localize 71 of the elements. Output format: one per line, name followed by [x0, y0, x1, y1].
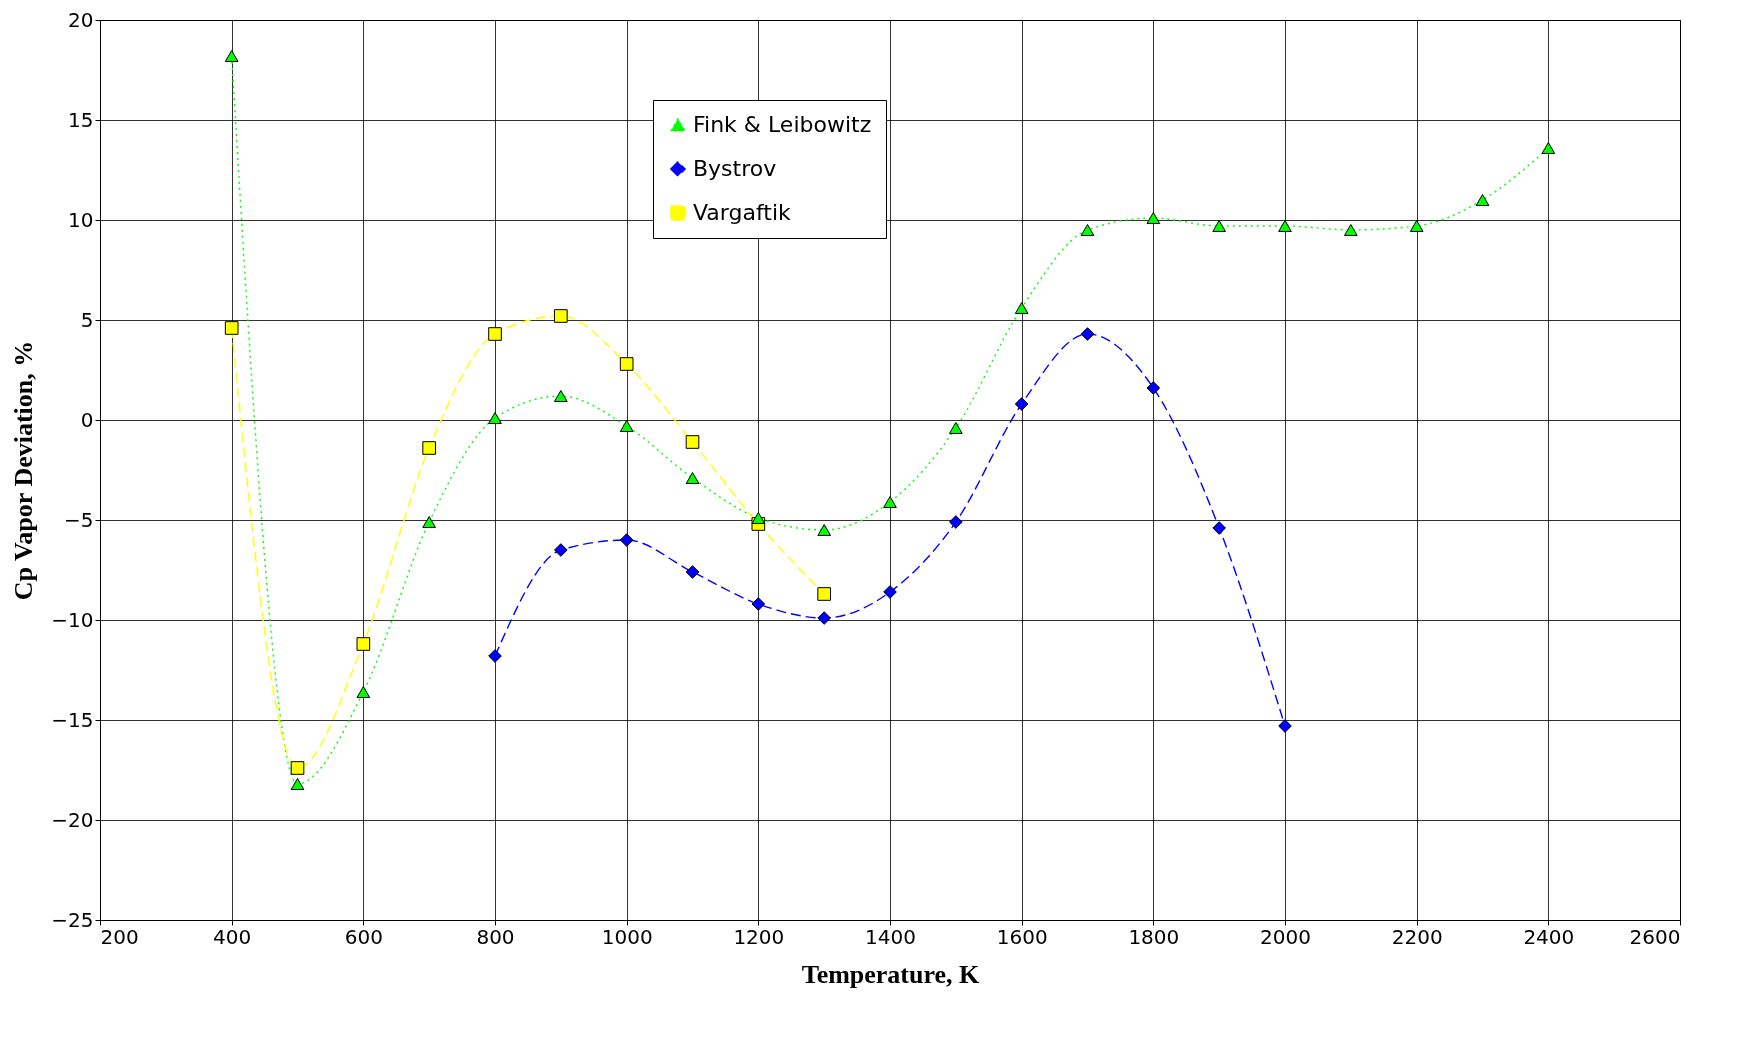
point: [1344, 224, 1358, 236]
point: [422, 441, 436, 455]
x-tick-label: 200: [100, 924, 139, 949]
point: [685, 435, 700, 449]
point: [883, 496, 897, 508]
x-tick-label: 1600: [996, 924, 1048, 949]
x-tick-label: 2600: [1629, 924, 1681, 949]
point: [290, 761, 305, 775]
y-tick-label: 10: [68, 207, 94, 232]
point: [619, 533, 634, 547]
point: [1278, 220, 1292, 232]
y-tick-label: 20: [68, 7, 94, 32]
point: [488, 412, 502, 424]
y-tick-label: −10: [51, 607, 94, 632]
point: [883, 585, 897, 599]
y-tick-label: 5: [80, 307, 94, 332]
point: [685, 472, 700, 484]
y-axis-title: Cp Vapor Deviation, %: [9, 340, 39, 601]
x-axis-title: Temperature, K: [801, 959, 981, 989]
point: [1146, 212, 1161, 224]
point: [817, 524, 831, 536]
point: [356, 686, 371, 698]
x-tick-label: 400: [213, 924, 252, 949]
point: [1146, 381, 1161, 395]
point: [949, 422, 963, 434]
point: [1475, 194, 1490, 206]
point: [619, 420, 634, 432]
x-tick-label: 800: [476, 924, 515, 949]
point: [751, 597, 766, 611]
point: [1278, 719, 1292, 733]
legend-label: Fink & Leibowitz: [693, 112, 872, 137]
point: [554, 390, 568, 402]
point: [1409, 220, 1424, 232]
y-tick-label: −15: [51, 707, 94, 732]
legend-label: Bystrov: [693, 156, 777, 181]
x-tick-label: 2000: [1260, 924, 1311, 949]
y-tick-label: −5: [64, 507, 94, 532]
point: [290, 778, 305, 790]
point: [224, 321, 239, 335]
point: [554, 543, 568, 557]
point: [1541, 142, 1556, 154]
point: [1212, 220, 1226, 232]
y-tick-label: 15: [68, 107, 94, 132]
point: [1212, 521, 1226, 535]
y-tick-label: −20: [51, 807, 94, 832]
x-tick-label: 600: [344, 924, 383, 949]
x-tick-label: 1800: [1128, 924, 1180, 949]
x-tick-label: 1000: [601, 924, 653, 949]
x-tick-label: 2400: [1523, 924, 1575, 949]
point: [1014, 397, 1029, 411]
point: [949, 515, 963, 529]
point: [1080, 327, 1095, 341]
y-tick-label: 0: [80, 407, 94, 432]
point: [1014, 302, 1029, 314]
point: [1080, 224, 1095, 236]
point: [554, 309, 568, 323]
x-tick-label: 1400: [865, 924, 916, 949]
point: [356, 637, 371, 651]
x-tick-label: 2200: [1391, 924, 1443, 949]
point: [488, 327, 502, 341]
y-tick-label: −25: [51, 907, 94, 932]
point: [685, 565, 700, 579]
point: [817, 587, 831, 601]
x-tick-label: 1200: [733, 924, 785, 949]
point: [224, 50, 239, 62]
legend-label: Vargaftik: [693, 200, 792, 225]
point: [817, 611, 831, 625]
point: [422, 516, 436, 528]
point: [488, 649, 502, 663]
point: [619, 357, 634, 371]
point: [751, 512, 766, 524]
